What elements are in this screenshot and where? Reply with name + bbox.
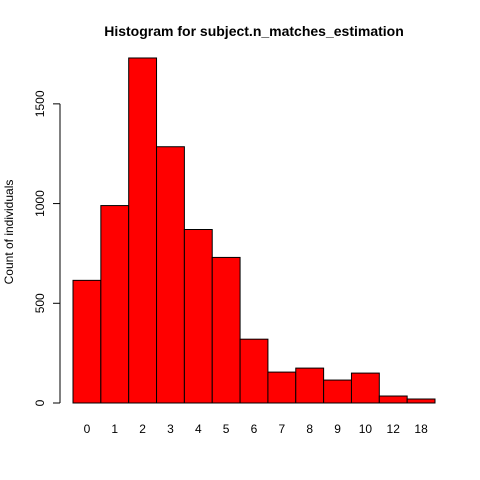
bar-9	[323, 379, 352, 404]
bar-1	[100, 205, 130, 404]
y-tick-label-0: 0	[33, 399, 47, 406]
y-axis: 0 500 1000 1500	[33, 90, 61, 406]
bar-12	[378, 395, 408, 404]
bars-group	[72, 57, 436, 404]
x-tick-label-3: 3	[167, 422, 174, 436]
bar-4	[183, 229, 213, 404]
x-tick-label-18: 18	[414, 422, 428, 436]
bar-0	[72, 279, 102, 404]
x-tick-label-7: 7	[279, 422, 286, 436]
bar-8	[295, 367, 325, 404]
x-axis-labels: 0 1 2 3 4 5 6 7 8 9 10 12 18	[84, 422, 428, 436]
y-tick-label-1000: 1000	[33, 190, 47, 217]
bar-18	[406, 398, 436, 404]
x-tick-label-2: 2	[139, 422, 146, 436]
chart-title: Histogram for subject.n_matches_estimati…	[104, 23, 404, 39]
x-tick-label-9: 9	[334, 422, 341, 436]
x-tick-label-12: 12	[387, 422, 401, 436]
bar-10	[350, 372, 380, 404]
y-tick-label-1500: 1500	[33, 90, 47, 117]
bar-5	[211, 256, 241, 404]
y-tick-label-500: 500	[33, 293, 47, 313]
x-tick-label-4: 4	[195, 422, 202, 436]
x-tick-label-6: 6	[251, 422, 258, 436]
bar-2	[128, 57, 158, 404]
x-tick-label-10: 10	[359, 422, 373, 436]
x-tick-label-0: 0	[84, 422, 91, 436]
bar-3	[156, 146, 185, 404]
x-tick-label-1: 1	[111, 422, 118, 436]
x-tick-label-8: 8	[306, 422, 313, 436]
bar-7	[267, 371, 297, 404]
bar-6	[239, 338, 269, 404]
x-tick-label-5: 5	[223, 422, 230, 436]
y-axis-label: Count of individuals	[2, 180, 16, 285]
